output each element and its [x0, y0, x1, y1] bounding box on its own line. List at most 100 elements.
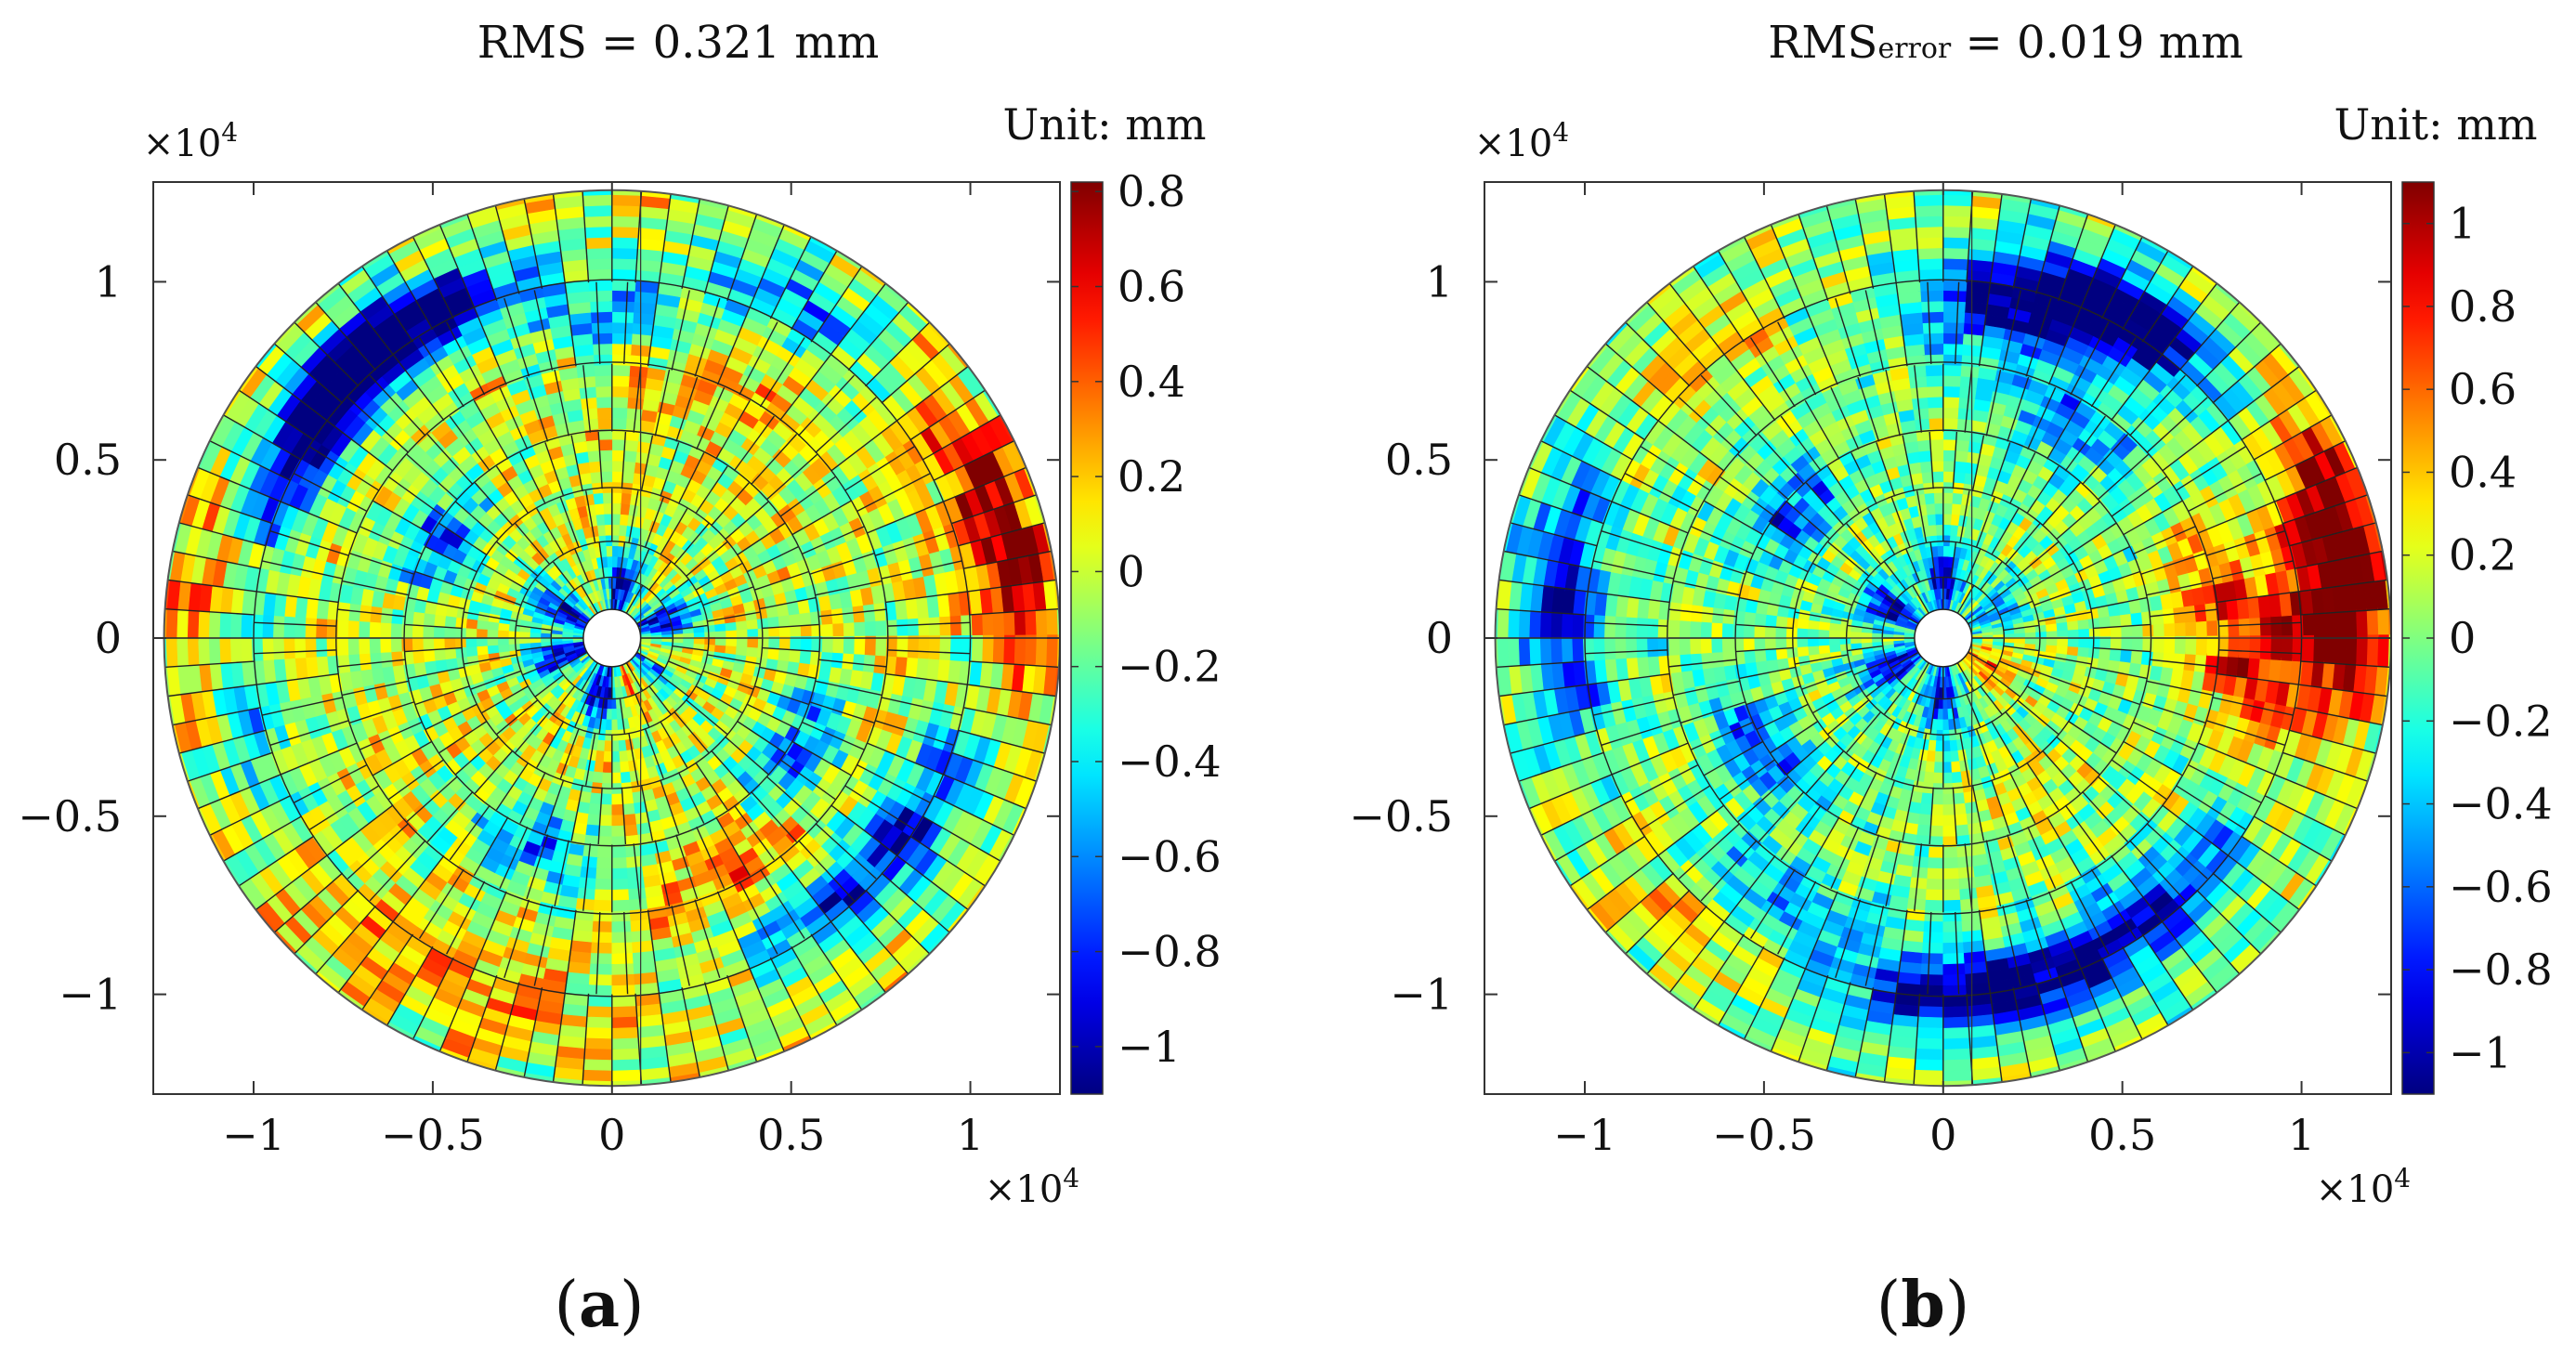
heat-cell — [580, 866, 599, 880]
heat-cell — [390, 608, 404, 627]
heat-cell — [778, 636, 791, 650]
heat-cell — [590, 953, 615, 965]
heat-cell — [949, 635, 962, 661]
heat-cell — [1936, 719, 1944, 731]
heat-cell — [240, 613, 253, 642]
heat-cell — [610, 460, 624, 473]
heat-cell — [592, 920, 615, 933]
heat-cell — [609, 332, 633, 345]
heat-cell — [864, 635, 877, 656]
y-axis-multiplier-exp: 4 — [221, 117, 238, 148]
heat-cell — [583, 1048, 616, 1062]
heat-cell — [583, 257, 613, 270]
heat-cell — [608, 279, 636, 292]
heat-cell — [832, 620, 844, 639]
heat-cell — [611, 1059, 645, 1072]
heat-cell — [304, 637, 317, 661]
heat-cell — [1942, 545, 1950, 557]
heat-cell — [611, 932, 635, 944]
heat-cell — [282, 637, 295, 662]
heat-cell — [588, 321, 613, 334]
heat-cell — [609, 407, 628, 419]
heat-cell — [611, 910, 634, 923]
heat-cell — [608, 215, 641, 228]
heat-cell — [358, 620, 371, 641]
heat-cell — [588, 973, 615, 986]
heat-cell — [400, 623, 413, 640]
heat-cell — [315, 618, 328, 641]
heat-cell — [1046, 634, 1059, 668]
heat-cell — [611, 856, 630, 869]
heat-cell — [852, 651, 866, 671]
heat-cell — [588, 984, 615, 997]
heat-cell — [229, 637, 242, 666]
heat-cell — [610, 450, 625, 462]
heat-cell — [611, 899, 633, 912]
heat-cell — [607, 698, 613, 710]
heat-cell — [611, 973, 638, 986]
panel-a: −1 −0.5 0 0.5 1 1 0.5 0 −0.5 −1 ×104 ×104 RMS = 0.32… — [18, 17, 1222, 1342]
heat-cell — [611, 1026, 642, 1040]
heat-cell — [608, 311, 634, 323]
heat-cell — [790, 636, 802, 651]
heat-cell — [598, 825, 614, 838]
x-tick-label: 0 — [598, 1110, 625, 1160]
heat-cell — [1035, 606, 1048, 639]
heat-cell — [611, 995, 640, 1008]
colorbar — [1070, 181, 1104, 1095]
heat-cell — [592, 374, 613, 387]
heat-cell — [609, 417, 627, 430]
colorbar-tick-label: −0.4 — [1118, 737, 1222, 787]
heat-cell — [1013, 607, 1026, 639]
heat-cell — [358, 637, 371, 657]
heat-cell — [939, 613, 952, 639]
heat-cell — [928, 614, 941, 639]
heat-cell — [928, 635, 941, 660]
colorbar-unit-label: Unit: mm — [1003, 99, 1207, 150]
heat-cell — [609, 343, 632, 356]
heat-cell — [1013, 634, 1026, 666]
center-hole — [582, 608, 642, 668]
heat-cell — [272, 615, 285, 641]
heat-cell — [240, 637, 254, 666]
heat-cell — [606, 709, 613, 721]
heat-cell — [294, 637, 307, 661]
heat-cell — [380, 607, 393, 626]
heat-cell — [949, 612, 962, 639]
heat-cell — [581, 215, 613, 228]
x-tick-label: −1 — [222, 1110, 285, 1160]
heat-cell — [611, 984, 639, 997]
heat-cell — [595, 867, 614, 880]
heat-cell — [971, 634, 984, 663]
heat-cell — [594, 889, 615, 902]
heat-cell — [229, 612, 242, 642]
heat-cell — [599, 803, 614, 816]
heat-cell — [820, 649, 834, 668]
heat-cell — [587, 311, 613, 324]
heat-cell — [347, 637, 360, 658]
heat-cell — [1003, 634, 1016, 665]
heat-cell — [896, 616, 909, 639]
heat-cell — [197, 637, 211, 669]
heat-cell — [591, 353, 613, 366]
x-tick-label: −0.5 — [381, 1110, 485, 1160]
heat-cell — [594, 899, 615, 912]
heat-cell — [580, 204, 613, 217]
heat-cell — [379, 637, 392, 656]
heat-cell — [611, 878, 631, 891]
heat-cell — [1937, 709, 1944, 721]
heat-cell — [595, 878, 615, 891]
colorbar-tick-label: −0.2 — [1118, 642, 1222, 692]
heat-cell — [605, 719, 613, 731]
heat-cell — [608, 300, 635, 313]
heat-cell — [918, 635, 931, 659]
heat-cell — [590, 343, 613, 356]
x-axis-multiplier-exp: 4 — [1063, 1163, 1079, 1193]
heat-cell — [608, 194, 642, 207]
heat-cell — [585, 1016, 615, 1029]
heat-cell — [591, 942, 615, 955]
heat-cell — [282, 616, 295, 641]
heat-cell — [608, 204, 641, 217]
heat-cell — [610, 470, 623, 483]
